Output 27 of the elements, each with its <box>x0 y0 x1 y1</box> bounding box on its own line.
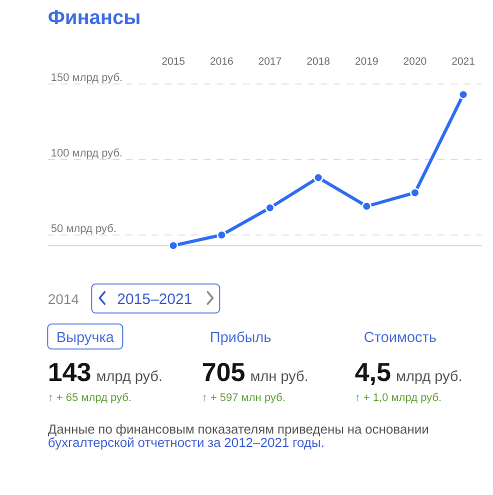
text: ↑ + 597 млн руб. <box>204 392 285 404</box>
text: 2014 <box>48 294 79 304</box>
x-tick-label: 2017 <box>259 57 282 65</box>
text: 705 <box>203 362 245 382</box>
text: млрд руб. <box>397 370 462 384</box>
text: Данные по финансовым показателям приведены на основании <box>48 424 428 436</box>
text: 2015–2021 <box>118 294 192 304</box>
x-tick-label: 2016 <box>210 57 234 65</box>
x-tick-label: 2015 <box>162 57 185 65</box>
y-tick-label: 50 млрд руб. <box>51 224 116 234</box>
text: бухгалтерской отчетности за 2012–2021 годы. <box>48 437 324 450</box>
y-tick-label: 100 млрд руб. <box>52 148 122 159</box>
text: ↑ + 65 млрд руб. <box>50 392 131 404</box>
x-tick-label: 2021 <box>452 57 475 65</box>
x-tick-label: 2019 <box>356 57 378 65</box>
text: ↑ + 1,0 млрд руб. <box>356 392 441 404</box>
chart-title: Финансы <box>48 10 140 24</box>
x-tick-label: 2020 <box>404 57 426 65</box>
text: Стоимость <box>364 332 436 342</box>
text: Прибыль <box>211 331 271 346</box>
text: Выручка <box>58 332 114 346</box>
text: 143 <box>50 362 90 382</box>
y-tick-label: 150 млрд руб. <box>52 72 122 84</box>
text: млрд руб. <box>97 370 162 384</box>
x-tick-label: 2018 <box>307 57 330 65</box>
text: млн руб. <box>251 370 308 384</box>
text: 4,5 <box>355 363 390 386</box>
